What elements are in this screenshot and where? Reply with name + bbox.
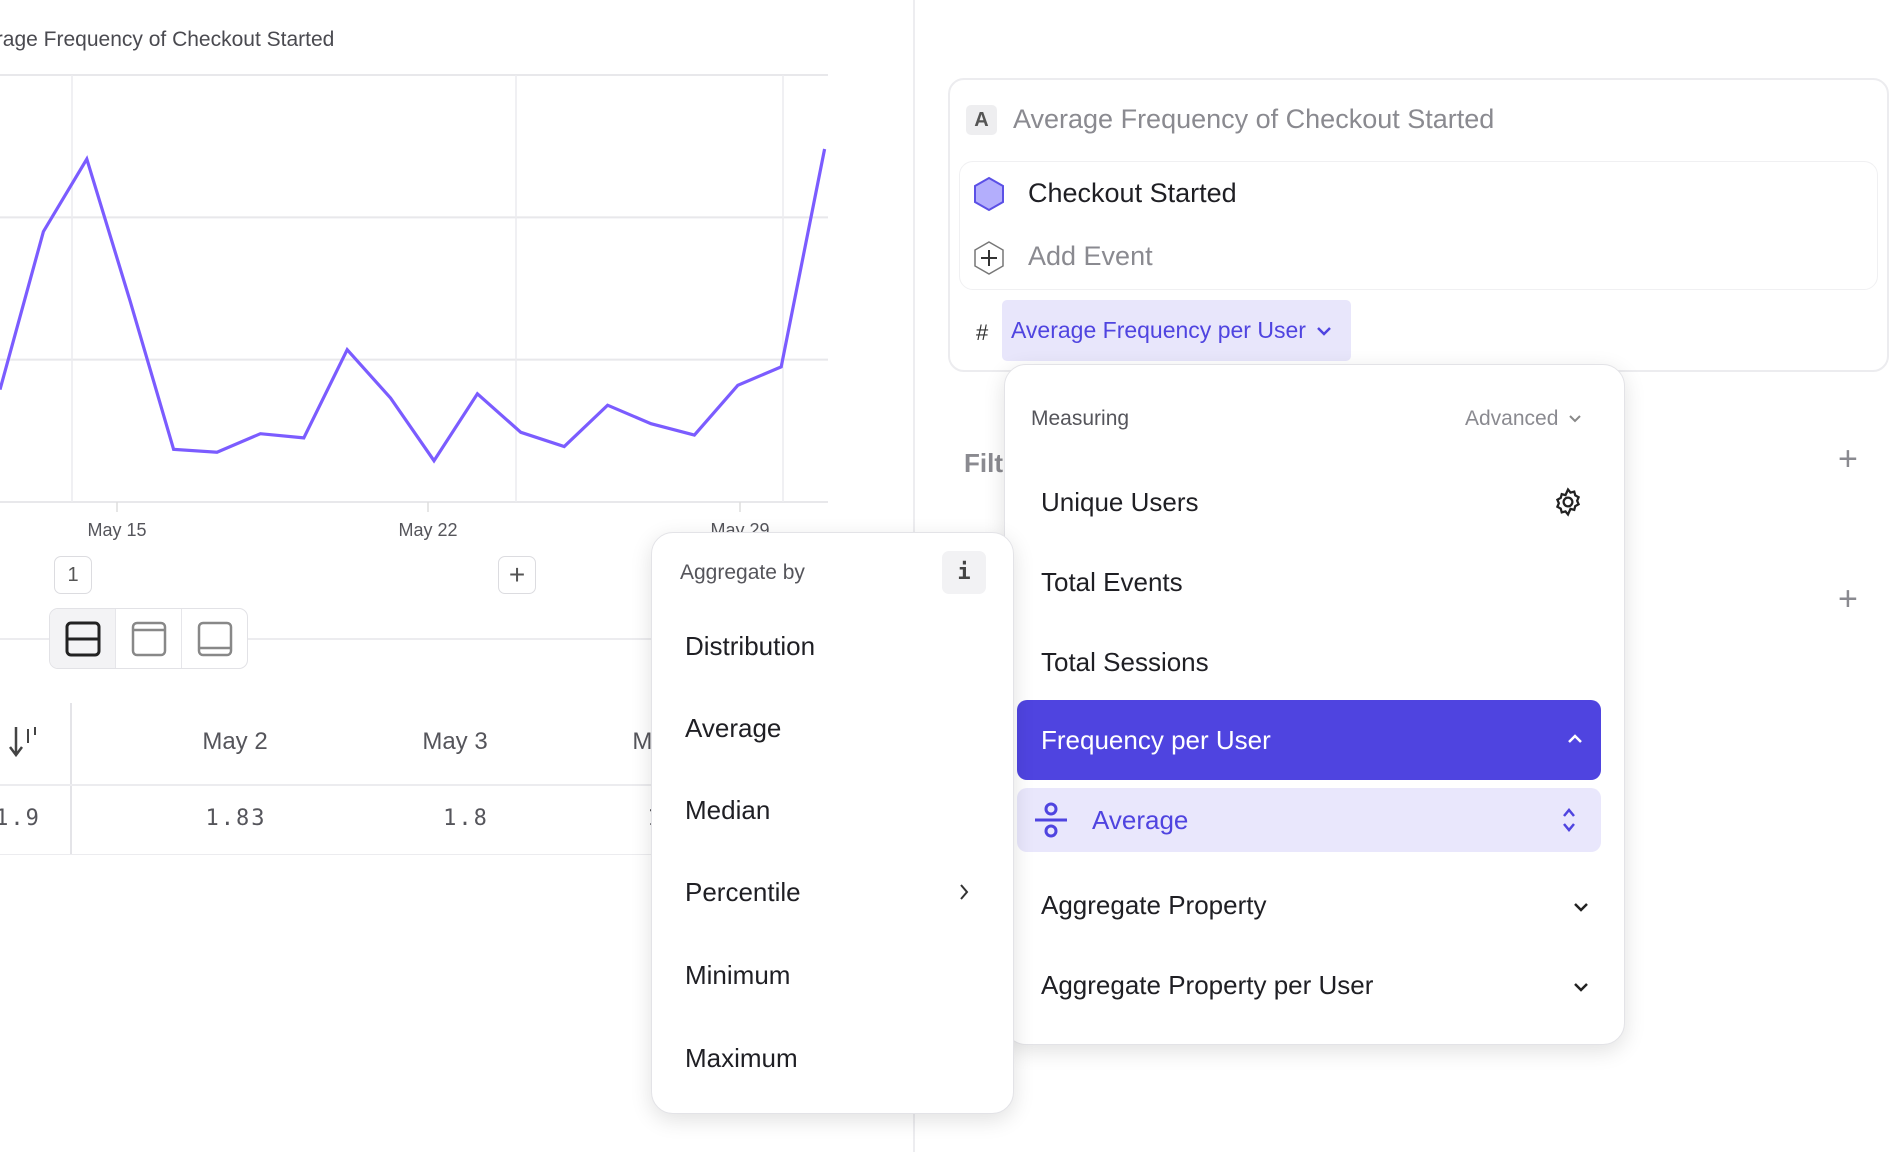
row-divider (0, 854, 660, 855)
measure-option-unique-users[interactable]: Unique Users (1041, 487, 1199, 517)
add-event-icon[interactable] (973, 240, 1005, 276)
measuring-title: Measuring (1031, 407, 1130, 430)
selected-option-label: Frequency per User (1041, 725, 1271, 755)
metric-title[interactable]: Average Frequency of Checkout Started (1013, 104, 1495, 134)
series-line (0, 148, 827, 464)
measure-option-total-sessions[interactable]: Total Sessions (1041, 647, 1209, 677)
chevron-up-icon (1568, 734, 1582, 743)
aggregation-value: Average (1092, 805, 1189, 835)
chart-only-layout-icon (131, 621, 166, 656)
chevron-down-icon (1574, 983, 1588, 992)
add-breakdown-icon[interactable]: + (1838, 580, 1858, 618)
line-chart (0, 74, 828, 512)
divider (0, 638, 660, 640)
chevron-right-icon (960, 884, 969, 900)
aggregate-title: Aggregate by (680, 561, 805, 584)
gear-icon[interactable] (1553, 487, 1583, 517)
add-event-button[interactable]: Add Event (1028, 241, 1153, 271)
aggregation-select[interactable]: Average (1017, 788, 1601, 852)
measure-option-aggregate-property-per-user[interactable]: Aggregate Property per User (1041, 970, 1374, 1000)
column-header[interactable]: May 2 (202, 728, 268, 755)
measuring-popup: Measuring Advanced Unique Users Total Ev… (1004, 364, 1625, 1045)
event-name[interactable]: Checkout Started (1028, 178, 1237, 208)
chart-title: Average Frequency of Checkout Started (0, 28, 335, 51)
measure-option-aggregate-property[interactable]: Aggregate Property (1041, 890, 1267, 920)
metric-badge: A (966, 105, 997, 135)
layout-split-button[interactable] (50, 609, 116, 668)
hash-icon: # (976, 320, 989, 345)
aggregate-option-minimum[interactable]: Minimum (685, 960, 791, 990)
average-icon (1035, 802, 1067, 838)
sort-icon[interactable] (8, 725, 38, 759)
measure-dropdown[interactable]: Average Frequency per User (1002, 300, 1351, 361)
event-list (959, 161, 1878, 290)
chevron-down-icon (1317, 326, 1331, 336)
aggregate-option-percentile[interactable]: Percentile (685, 877, 801, 907)
layout-toggle (49, 608, 248, 669)
table-cell: 1.9 (0, 806, 41, 831)
layout-table-button[interactable] (182, 609, 247, 668)
add-filter-icon[interactable]: + (1838, 440, 1858, 478)
measure-option-total-events[interactable]: Total Events (1041, 567, 1183, 597)
x-tick-label: May 15 (87, 520, 147, 540)
page-number-button[interactable]: 1 (54, 556, 92, 594)
x-tick-label: May 22 (398, 520, 458, 540)
chevron-down-icon (1574, 903, 1588, 912)
info-icon[interactable]: i (942, 551, 986, 594)
measure-option-frequency-per-user[interactable]: Frequency per User (1017, 700, 1601, 780)
event-hexagon-icon (974, 176, 1004, 212)
aggregate-option-median[interactable]: Median (685, 795, 771, 825)
split-layout-icon (65, 621, 100, 656)
updown-chevron-icon (1563, 808, 1575, 832)
aggregate-option-distribution[interactable]: Distribution (685, 631, 816, 661)
add-button[interactable]: + (498, 556, 536, 594)
advanced-label: Advanced (1465, 407, 1559, 430)
aggregate-popup: Aggregate by i Distribution Average Medi… (651, 532, 1014, 1114)
column-header[interactable]: May 3 (422, 728, 488, 755)
row-divider (0, 784, 660, 786)
aggregate-option-average[interactable]: Average (685, 713, 782, 743)
table-cell: 1.83 (205, 806, 267, 831)
measure-dropdown-label: Average Frequency per User (1011, 317, 1306, 343)
advanced-dropdown[interactable]: Advanced (1465, 407, 1582, 431)
column-divider (70, 703, 72, 855)
table-cell: 1.8 (443, 806, 489, 831)
chevron-down-icon (1569, 415, 1582, 423)
layout-chart-button[interactable] (116, 609, 182, 668)
aggregate-option-maximum[interactable]: Maximum (685, 1043, 798, 1073)
table-only-layout-icon (197, 621, 232, 656)
